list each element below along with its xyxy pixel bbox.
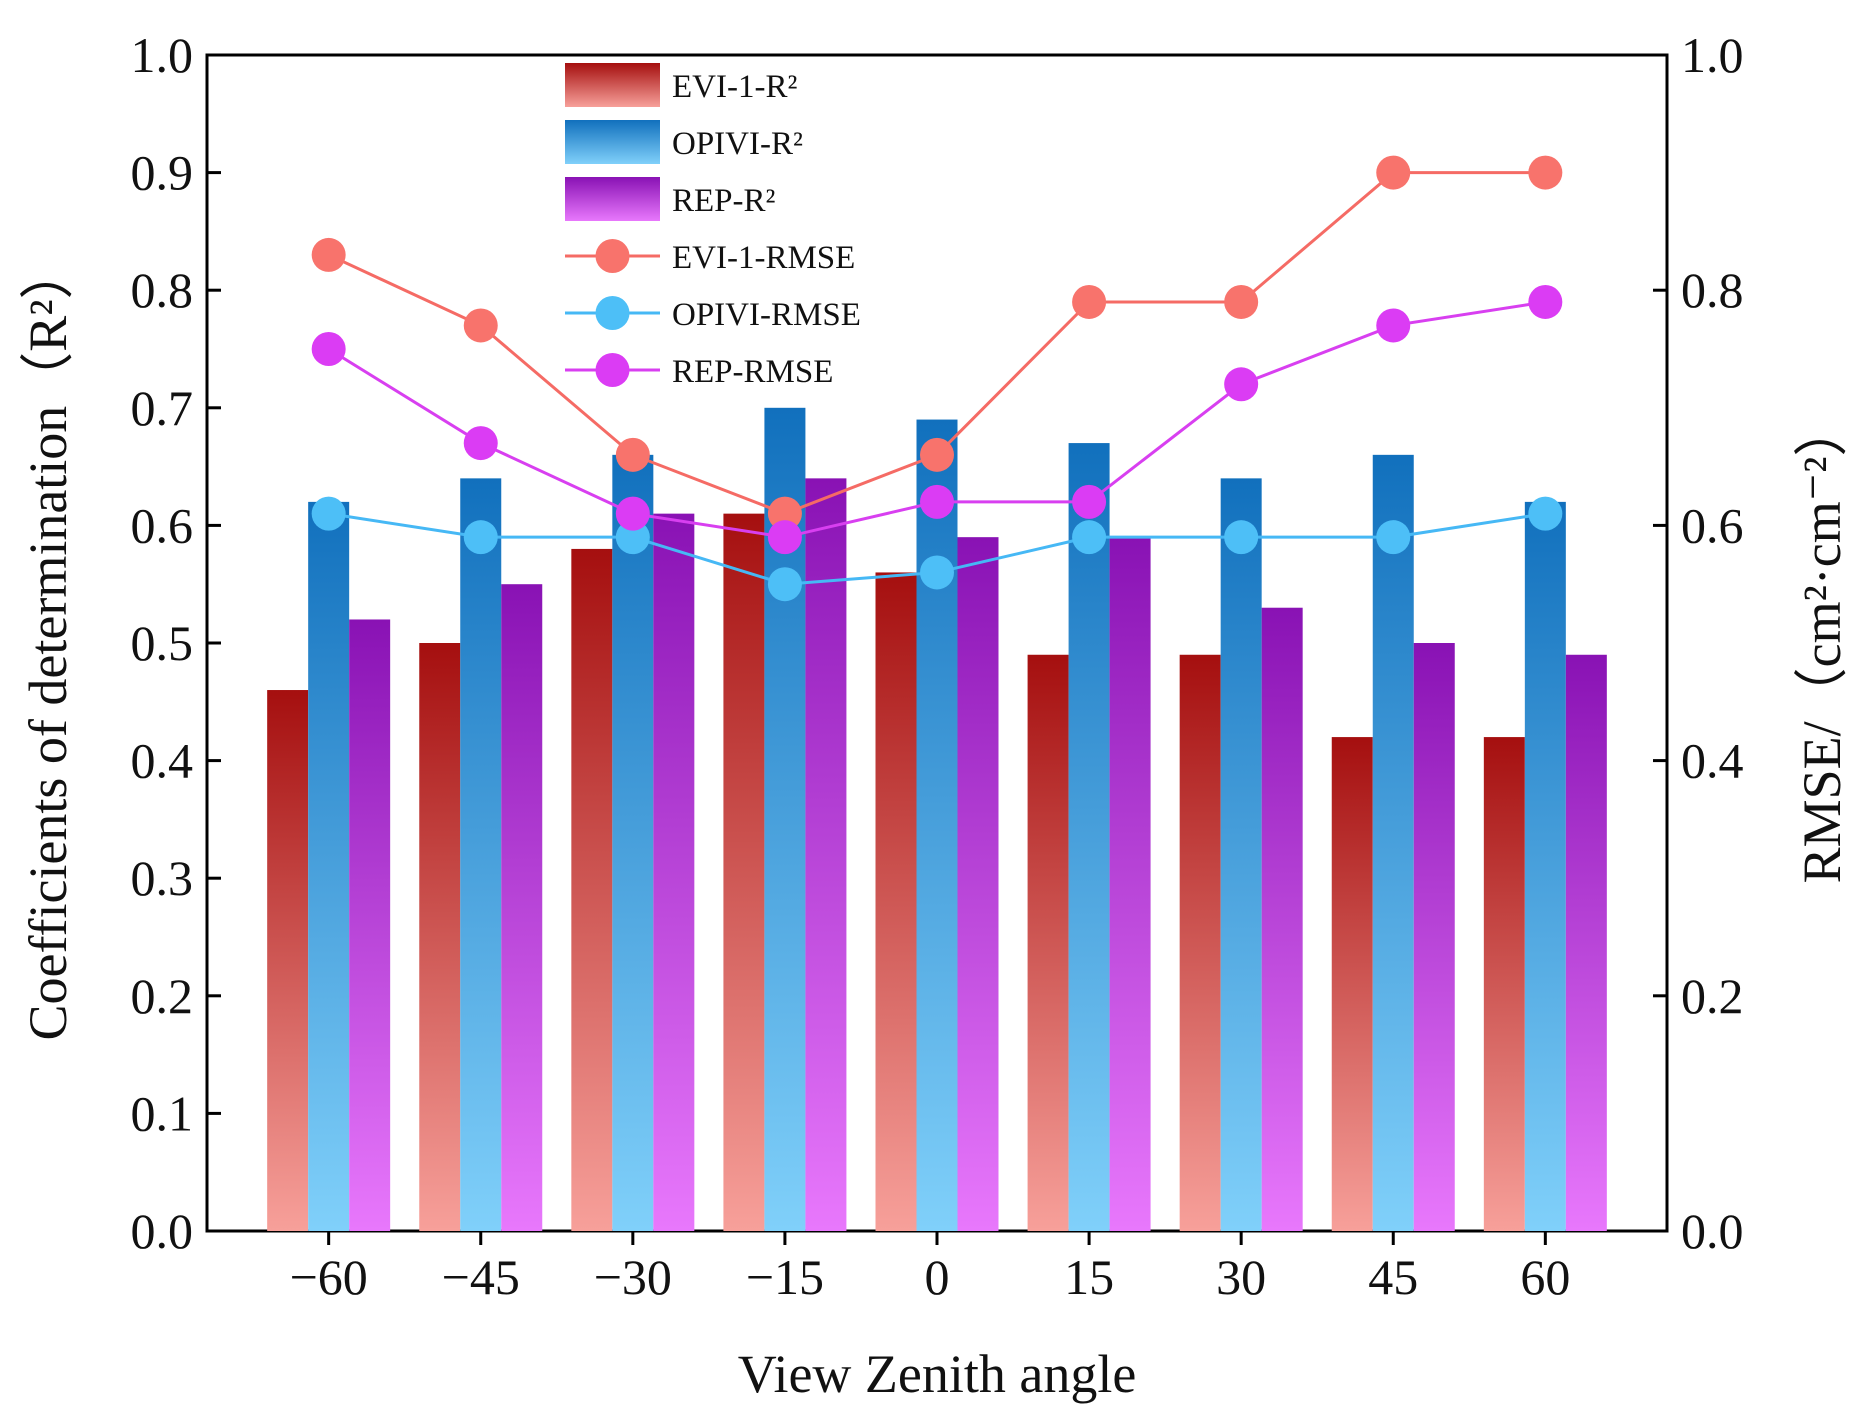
x-tick-label: 15 [1064,1249,1114,1305]
x-tick-label: 45 [1368,1249,1418,1305]
right-tick-label: 1.0 [1681,27,1744,83]
bar-evi-1-r--5 [1027,654,1069,1231]
point-opivi-rmse-6 [1224,520,1259,555]
x-tick-label: −15 [746,1249,824,1305]
point-opivi-rmse-2 [615,520,650,555]
bar-evi-1-r--8 [1483,737,1525,1231]
left-tick-label: 0.0 [131,1203,194,1259]
legend-swatch [565,120,660,164]
point-evi-1-rmse-6 [1224,284,1259,319]
x-tick-label: −30 [594,1249,672,1305]
x-tick-label: 0 [925,1249,950,1305]
bar-evi-1-r--1 [419,643,461,1231]
point-rep-rmse-6 [1224,367,1259,402]
point-rep-rmse-0 [311,332,346,366]
bar-rep-r--6 [1261,607,1303,1231]
legend-marker [595,353,630,387]
bar-evi-1-r--7 [1331,737,1373,1231]
bar-rep-r--7 [1413,643,1455,1231]
x-axis-title: View Zenith angle [738,1344,1137,1404]
point-rep-rmse-7 [1376,308,1411,343]
bar-opivi-r--8 [1524,501,1566,1231]
point-opivi-rmse-1 [463,520,498,555]
point-rep-rmse-5 [1072,484,1107,519]
left-tick-label: 0.6 [131,497,194,553]
point-evi-1-rmse-0 [311,237,346,272]
right-tick-label: 0.4 [1681,733,1744,789]
axes-layer: 0.0 0.1 0.2 0.3 0.4 0.5 0.6 0.7 0.8 0.9 1.0 0.0 0.2 0… [131,27,1744,1305]
bar-opivi-r--2 [612,454,654,1232]
bar-rep-r--3 [805,478,847,1231]
legend-label: OPIVI-R² [672,126,803,162]
point-rep-rmse-2 [615,496,650,531]
point-rep-rmse-4 [920,484,954,519]
legend-marker [595,296,630,330]
bar-opivi-r--0 [308,501,350,1231]
legend-label: EVI-1-RMSE [672,240,855,276]
left-tick-label: 0.5 [131,615,194,671]
legend: EVI-1-R² OPIVI-R² REP-R² EVI-1-RMSE OPIVI-RM… [565,63,861,390]
bar-evi-1-r--6 [1179,654,1221,1231]
point-evi-1-rmse-1 [463,308,498,343]
bar-rep-r--1 [501,584,543,1231]
bar-rep-r--2 [653,513,695,1231]
point-opivi-rmse-7 [1376,520,1411,555]
bar-opivi-r--7 [1372,454,1414,1232]
right-tick-label: 0.8 [1681,262,1744,318]
point-evi-1-rmse-7 [1376,155,1411,190]
x-tick-label: −45 [442,1249,520,1305]
bar-evi-1-r--2 [571,548,613,1231]
bar-evi-1-r--4 [875,572,917,1231]
bar-opivi-r--1 [460,478,502,1231]
left-tick-label: 0.2 [131,968,194,1024]
left-tick-label: 1.0 [131,27,194,83]
bar-rep-r--4 [957,537,999,1231]
legend-marker [595,239,630,273]
bar-opivi-r--6 [1220,478,1262,1231]
left-tick-label: 0.9 [131,145,194,201]
point-evi-1-rmse-4 [920,437,954,472]
left-axis-title: Coefficients of determination（R²） [18,245,78,1040]
point-rep-rmse-3 [767,520,802,555]
point-opivi-rmse-0 [311,496,346,531]
point-evi-1-rmse-5 [1072,284,1107,319]
right-tick-label: 0.2 [1681,968,1744,1024]
bar-rep-r--0 [349,619,391,1231]
bar-rep-r--8 [1565,654,1607,1231]
point-rep-rmse-8 [1528,284,1563,319]
legend-label: EVI-1-R² [672,69,797,105]
legend-swatch [565,177,660,221]
bar-evi-1-r--0 [267,690,309,1231]
left-tick-label: 0.8 [131,262,194,318]
bar-rep-r--5 [1109,537,1151,1231]
right-tick-label: 0.6 [1681,497,1744,553]
bar-evi-1-r--3 [723,513,765,1231]
legend-swatch [565,63,660,107]
x-tick-label: −60 [290,1249,368,1305]
left-tick-label: 0.3 [131,850,194,906]
point-opivi-rmse-4 [920,555,954,590]
lines-layer [311,155,1563,602]
bar-opivi-r--4 [916,419,958,1231]
point-opivi-rmse-5 [1072,520,1107,555]
x-tick-label: 60 [1520,1249,1570,1305]
point-opivi-rmse-8 [1528,496,1563,531]
right-tick-label: 0.0 [1681,1203,1744,1259]
left-tick-label: 0.1 [131,1085,194,1141]
bar-opivi-r--5 [1068,443,1110,1232]
bars-layer [267,407,1607,1232]
legend-label: OPIVI-RMSE [672,297,861,333]
point-opivi-rmse-3 [767,567,802,602]
legend-label: REP-RMSE [672,354,833,390]
legend-label: REP-R² [672,183,776,219]
right-axis-title: RMSE/（cm²·cm⁻²） [1792,403,1852,884]
point-rep-rmse-1 [463,426,498,461]
point-evi-1-rmse-2 [615,437,650,472]
point-evi-1-rmse-8 [1528,155,1563,190]
x-tick-label: 30 [1216,1249,1266,1305]
point-evi-1-rmse-3 [767,496,802,531]
left-tick-label: 0.4 [131,733,194,789]
left-tick-label: 0.7 [131,380,194,436]
